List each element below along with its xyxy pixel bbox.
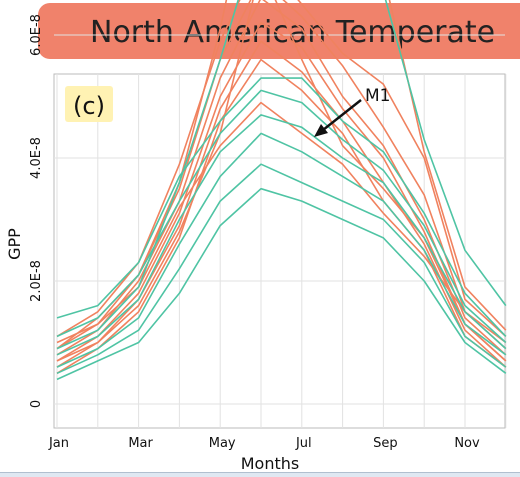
x-tick-label: Jan [48,436,69,451]
x-tick-label: Jul [295,436,312,451]
y-tick-label: 2.0E-8 [29,260,44,302]
y-tick-label: 0 [29,400,44,408]
series-line [56,187,507,381]
annotation-arrow [322,99,362,131]
y-tick-labels: 02.0E-84.0E-86.0E-88.0E-81.0E-7 [29,14,44,408]
series-line [56,21,507,362]
x-tick-label: Nov [454,436,480,451]
x-tick-label: Sep [373,436,398,451]
banner-title: North American Temperate [90,15,496,50]
annotation-label: M1 [365,86,390,106]
x-tick-label: May [209,436,236,451]
panel-label: (c) [73,92,105,120]
arrowhead-icon [314,124,328,137]
y-tick-label: 6.0E-8 [29,14,44,56]
series-line [56,0,507,350]
series-lines [56,0,507,381]
series-line [56,114,507,356]
series-line [56,0,507,362]
x-tick-labels: Jan Mar May Jul Sep Nov [48,436,480,451]
series-line [56,163,507,375]
y-tick-label: 4.0E-8 [29,137,44,179]
panel-label-box [65,86,113,122]
bottom-strip [0,472,520,477]
x-axis-title: Months [241,454,299,473]
series-line [56,89,507,344]
series-line [56,77,507,337]
grid [53,34,507,429]
x-tick-label: Mar [128,436,153,451]
series-line [56,132,507,368]
y-axis-title: GPP [5,228,24,260]
